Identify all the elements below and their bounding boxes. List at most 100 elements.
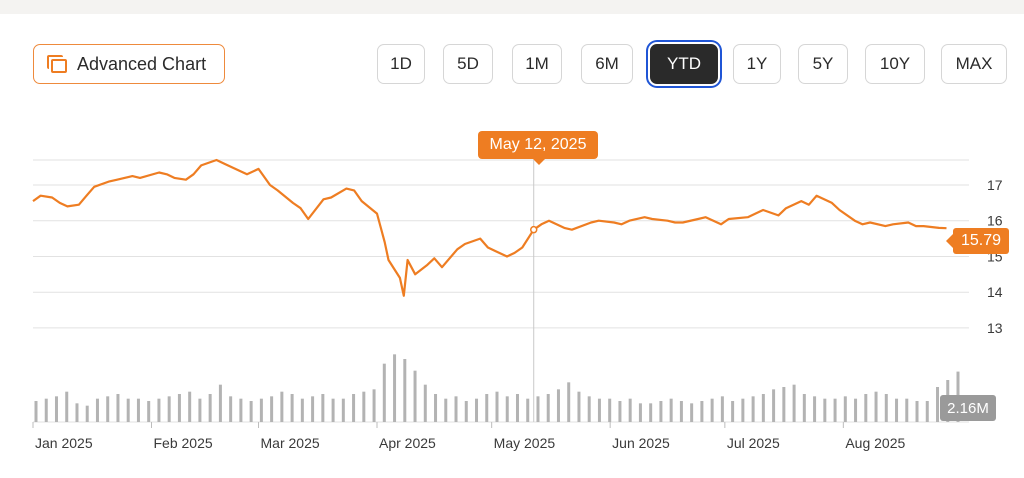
volume-bar xyxy=(475,398,479,422)
volume-bar xyxy=(464,401,468,422)
x-tick-label: Mar 2025 xyxy=(261,435,320,451)
volume-bar xyxy=(802,394,806,422)
volume-bar xyxy=(259,398,263,422)
volume-bar xyxy=(177,394,181,422)
x-tick-label: May 2025 xyxy=(494,435,556,451)
volume-bar xyxy=(761,394,765,422)
top-strip xyxy=(0,0,1024,14)
volume-bar xyxy=(423,384,427,422)
range-button-5d[interactable]: 5D xyxy=(443,44,493,84)
volume-bar xyxy=(690,403,694,422)
volume-bar xyxy=(618,401,622,422)
volume-bar xyxy=(915,401,919,422)
volume-bar xyxy=(628,398,632,422)
volume-bar xyxy=(352,394,356,422)
range-button-ytd[interactable]: YTD xyxy=(650,44,718,84)
last-price-badge: 15.79 xyxy=(946,228,1009,254)
volume-bar xyxy=(874,391,878,422)
volume-bar xyxy=(444,398,448,422)
volume-bar xyxy=(792,384,796,422)
volume-bar xyxy=(505,396,509,422)
volume-bar xyxy=(403,359,407,422)
volume-bar xyxy=(638,403,642,422)
volume-bar xyxy=(925,401,929,422)
volume-bar xyxy=(577,391,581,422)
range-button-1d[interactable]: 1D xyxy=(377,44,425,84)
volume-bar xyxy=(597,398,601,422)
volume-bar xyxy=(290,394,294,422)
volume-bar xyxy=(608,398,612,422)
range-button-1m[interactable]: 1M xyxy=(512,44,562,84)
volume-bar xyxy=(772,389,776,422)
volume-bar xyxy=(270,396,274,422)
volume-bar xyxy=(495,391,499,422)
volume-bar xyxy=(106,396,110,422)
volume-bar xyxy=(311,396,315,422)
last-volume-label: 2.16M xyxy=(947,399,989,417)
range-button-max[interactable]: MAX xyxy=(941,44,1007,84)
volume-bar xyxy=(188,391,192,422)
volume-bar xyxy=(741,398,745,422)
y-tick-label: 13 xyxy=(987,320,1003,336)
volume-bar xyxy=(321,394,325,422)
volume-bar xyxy=(823,398,827,422)
range-button-1y[interactable]: 1Y xyxy=(733,44,781,84)
volume-bar xyxy=(116,394,120,422)
volume-bar xyxy=(85,405,89,422)
crosshair-point xyxy=(529,225,538,234)
volume-bar xyxy=(300,398,304,422)
volume-bar xyxy=(884,394,888,422)
x-tick-label: Aug 2025 xyxy=(845,435,905,451)
volume-bar xyxy=(669,398,673,422)
y-tick-label: 14 xyxy=(987,284,1003,300)
range-button-5y[interactable]: 5Y xyxy=(798,44,848,84)
volume-bar xyxy=(95,398,99,422)
volume-bar xyxy=(905,398,909,422)
volume-bar xyxy=(434,394,438,422)
volume-bar xyxy=(54,396,58,422)
volume-bar xyxy=(864,394,868,422)
volume-bar xyxy=(454,396,458,422)
volume-bar xyxy=(720,396,724,422)
volume-bar xyxy=(936,387,940,422)
volume-bar xyxy=(75,403,79,422)
chart-layers-icon xyxy=(47,55,67,73)
volume-bar xyxy=(249,401,253,422)
y-tick-label: 16 xyxy=(987,213,1003,229)
range-button-10y[interactable]: 10Y xyxy=(865,44,925,84)
x-tick-label: Jan 2025 xyxy=(35,435,93,451)
volume-bar xyxy=(731,401,735,422)
volume-bar xyxy=(331,398,335,422)
volume-bar xyxy=(833,398,837,422)
volume-bar xyxy=(567,382,571,422)
volume-bar xyxy=(843,396,847,422)
advanced-chart-button[interactable]: Advanced Chart xyxy=(33,44,225,84)
volume-bar xyxy=(515,394,519,422)
volume-bar xyxy=(895,398,899,422)
volume-bar xyxy=(854,398,858,422)
volume-bar xyxy=(587,396,591,422)
x-tick-label: Jun 2025 xyxy=(612,435,670,451)
volume-bar xyxy=(157,398,161,422)
volume-bar xyxy=(782,387,786,422)
volume-bar xyxy=(65,391,69,422)
x-tick-label: Apr 2025 xyxy=(379,435,436,451)
y-tick-label: 17 xyxy=(987,177,1003,193)
volume-bar xyxy=(659,401,663,422)
volume-bar xyxy=(239,398,243,422)
volume-bar xyxy=(556,389,560,422)
advanced-chart-label: Advanced Chart xyxy=(77,53,207,74)
volume-bar xyxy=(649,403,653,422)
x-tick-label: Feb 2025 xyxy=(153,435,212,451)
volume-bar xyxy=(710,398,714,422)
last-volume-badge: 2.16M xyxy=(940,395,996,421)
volume-bar xyxy=(34,401,38,422)
volume-bar xyxy=(413,370,417,422)
volume-bar xyxy=(526,398,530,422)
range-button-6m[interactable]: 6M xyxy=(581,44,633,84)
volume-bar xyxy=(126,398,130,422)
volume-bar xyxy=(485,394,489,422)
volume-bar xyxy=(341,398,345,422)
volume-bar xyxy=(147,401,151,422)
